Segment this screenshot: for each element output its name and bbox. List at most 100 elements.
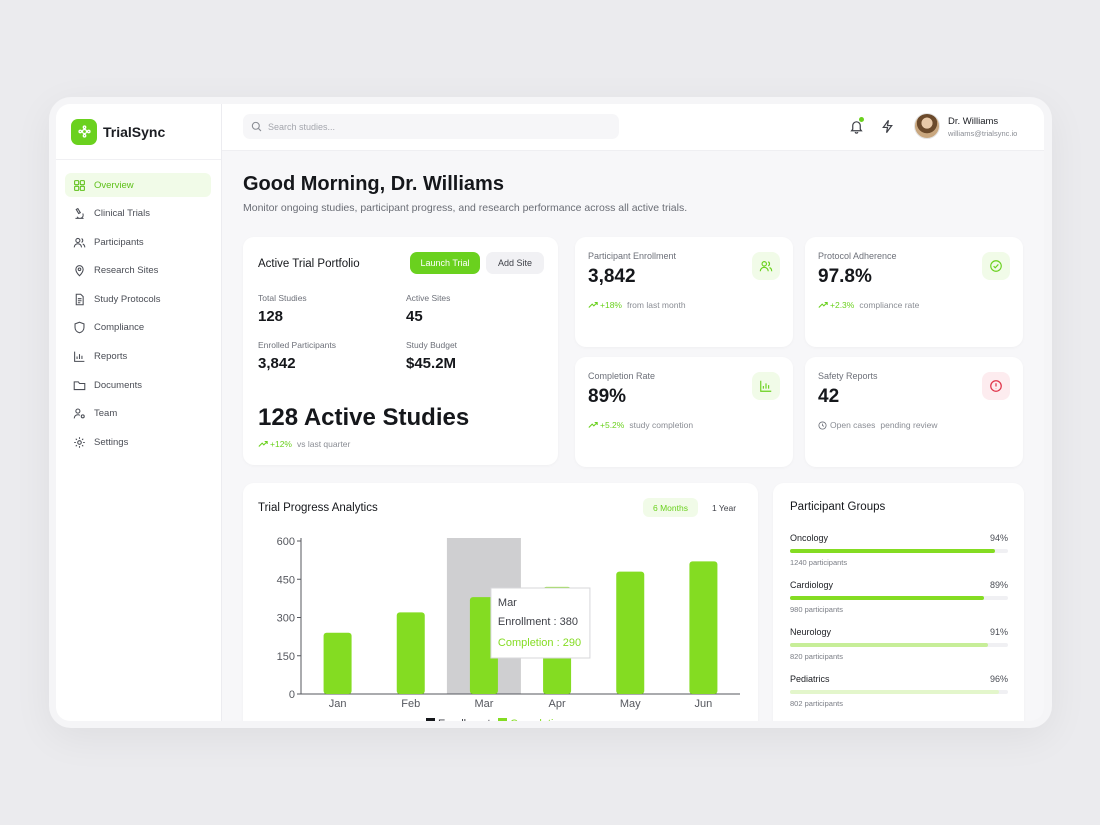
metric-label: Participant Enrollment <box>588 251 677 261</box>
trend-up: +12% <box>258 439 292 449</box>
user-email: williams@trialsync.io <box>948 129 1018 138</box>
trend-up: +5.2% <box>588 420 624 430</box>
sidebar-item-participants[interactable]: Participants <box>65 230 211 254</box>
y-tick-label: 0 <box>289 689 295 701</box>
group-percent: 96% <box>989 674 1008 684</box>
page-subtitle: Monitor ongoing studies, participant pro… <box>243 202 688 214</box>
legend-label: Completion <box>510 718 566 721</box>
trend-up-icon <box>588 421 598 428</box>
group-percent: 91% <box>989 627 1008 637</box>
group-progress-track <box>790 596 1008 600</box>
trend: Open cases pending review <box>818 420 938 430</box>
bar-chart-icon <box>74 351 85 362</box>
trend: +5.2% study completion <box>588 420 693 430</box>
range-6-months-button[interactable]: 6 Months <box>643 498 698 517</box>
gear-icon <box>74 437 85 448</box>
trend: +2.3% compliance rate <box>818 300 919 310</box>
stat-value: 128 <box>258 308 284 325</box>
users-icon <box>73 237 86 248</box>
group-progress-fill <box>790 643 989 647</box>
card-title: Trial Progress Analytics <box>258 502 378 514</box>
search-input[interactable] <box>268 121 598 132</box>
stat-label: Enrolled Participants <box>258 340 336 350</box>
notification-button[interactable] <box>849 117 864 134</box>
sidebar: TrialSync Overview Clinical Trials Parti… <box>56 104 222 721</box>
card-title: Participant Groups <box>790 501 886 513</box>
stat-value: 45 <box>406 308 423 325</box>
sidebar-item-label: Reports <box>94 351 128 363</box>
trend-up-icon <box>818 301 828 308</box>
group-name: Oncology <box>790 533 829 543</box>
app-window: TrialSync Overview Clinical Trials Parti… <box>56 104 1044 721</box>
metric-label: Safety Reports <box>818 371 878 381</box>
launch-trial-button[interactable]: Launch Trial <box>410 252 480 274</box>
group-name: Cardiology <box>790 580 834 590</box>
sidebar-item-label: Team <box>94 408 118 420</box>
stat-label: Study Budget <box>406 340 458 350</box>
group-name: Pediatrics <box>790 674 830 684</box>
tooltip-enrollment: Enrollment : 380 <box>498 616 578 628</box>
shield-icon <box>74 322 85 334</box>
trend-up-icon <box>588 301 598 308</box>
analytics-card: Trial Progress Analytics 6 Months 1 Year… <box>243 483 758 721</box>
sidebar-item-team[interactable]: Team <box>65 402 211 426</box>
brand-name: TrialSync <box>103 123 166 140</box>
group-count: 1240 participants <box>790 558 848 567</box>
legend-label: Enrollment <box>438 718 491 721</box>
metric-card-completion: Completion Rate 89% +5.2% study completi… <box>575 357 793 467</box>
metric-value: 97.8% <box>818 266 872 287</box>
sidebar-item-overview[interactable]: Overview <box>65 173 211 197</box>
trend-text: from last month <box>626 300 686 310</box>
map-pin-icon <box>75 265 84 277</box>
stat-label: Total Studies <box>258 293 307 303</box>
y-tick-label: 300 <box>277 613 295 625</box>
progress-chart: 0 150 300 450 600 Jan Feb Mar Apr May Jun Mar Enroll… <box>277 536 740 721</box>
trend-prefix: Open cases <box>830 420 876 430</box>
y-tick-label: 450 <box>277 574 295 586</box>
stat-value: $45.2M <box>406 355 457 372</box>
x-tick-label: Jan <box>329 698 347 710</box>
folder-icon <box>73 380 86 390</box>
active-studies-headline: 128 Active Studies <box>258 404 470 431</box>
search-bar[interactable] <box>243 114 619 139</box>
group-count: 802 participants <box>790 699 843 708</box>
group-count: 820 participants <box>790 652 843 661</box>
x-tick-label: Feb <box>401 698 420 710</box>
x-tick-label: May <box>620 698 641 710</box>
open-cases: Open cases <box>818 420 875 430</box>
trend-value: +18% <box>600 300 622 310</box>
sidebar-item-label: Settings <box>94 436 129 448</box>
team-icon <box>73 408 85 419</box>
notification-dot <box>859 117 864 122</box>
sidebar-item-label: Documents <box>94 379 143 391</box>
card-title: Active Trial Portfolio <box>258 258 360 270</box>
bar-jun <box>689 561 718 694</box>
sidebar-item-settings[interactable]: Settings <box>65 430 211 454</box>
sidebar-item-research-sites[interactable]: Research Sites <box>65 259 211 283</box>
clock-icon <box>818 420 827 430</box>
sidebar-item-study-protocols[interactable]: Study Protocols <box>65 287 211 311</box>
legend-swatch <box>498 718 507 721</box>
metric-label: Protocol Adherence <box>818 251 897 261</box>
group-name: Neurology <box>790 627 832 637</box>
group-progress-fill <box>790 549 995 553</box>
add-site-button[interactable]: Add Site <box>486 252 544 274</box>
quick-actions-button[interactable] <box>880 119 895 134</box>
page-title: Good Morning, Dr. Williams <box>243 173 504 195</box>
topbar: Dr. Williams williams@trialsync.io <box>222 104 1044 151</box>
brand[interactable]: TrialSync <box>56 104 221 160</box>
range-1-year-button[interactable]: 1 Year <box>703 498 745 517</box>
sidebar-item-clinical-trials[interactable]: Clinical Trials <box>65 202 211 226</box>
trend-text: vs last quarter <box>296 439 351 449</box>
sidebar-item-documents[interactable]: Documents <box>65 373 211 397</box>
sidebar-item-label: Clinical Trials <box>94 208 150 220</box>
metric-value: 3,842 <box>588 266 636 287</box>
sidebar-item-compliance[interactable]: Compliance <box>65 316 211 340</box>
stat-value: 3,842 <box>258 355 296 372</box>
group-percent: 94% <box>989 533 1008 543</box>
sidebar-item-reports[interactable]: Reports <box>65 345 211 369</box>
y-tick-label: 600 <box>277 536 295 548</box>
trend-up-icon <box>258 440 268 447</box>
avatar[interactable] <box>914 113 940 139</box>
bar-feb <box>396 612 425 694</box>
